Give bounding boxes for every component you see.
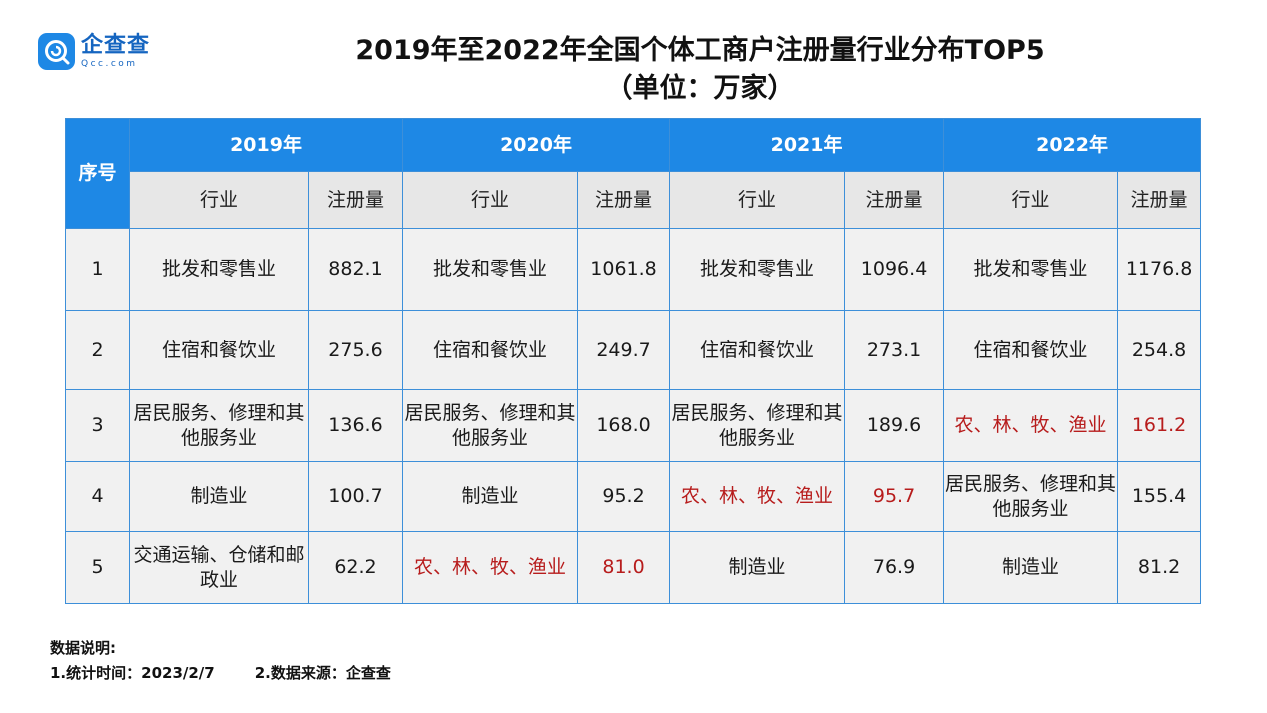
industry-column-header: 行业	[402, 171, 579, 229]
industry-cell: 批发和零售业	[943, 228, 1119, 311]
count-cell: 81.2	[1117, 531, 1202, 604]
year-header: 2022年	[943, 118, 1202, 172]
table-row: 4 制造业 100.7 制造业 95.2 农、林、牧、渔业 95.7 居民服务、修理和其他服务…	[65, 461, 1202, 532]
industry-cell: 居民服务、修理和其他服务业	[943, 461, 1119, 532]
industry-cell: 居民服务、修理和其他服务业	[402, 389, 579, 462]
industry-column-header: 行业	[943, 171, 1119, 229]
logo-name: 企查查	[81, 32, 151, 58]
industry-cell: 批发和零售业	[129, 228, 309, 311]
qcc-logo-icon	[38, 33, 75, 70]
industry-cell: 住宿和餐饮业	[402, 310, 579, 390]
industry-cell: 批发和零售业	[402, 228, 579, 311]
count-column-header: 注册量	[844, 171, 945, 229]
industry-cell: 农、林、牧、渔业	[402, 531, 579, 604]
count-cell: 1096.4	[844, 228, 945, 311]
industry-cell: 制造业	[402, 461, 579, 532]
industry-cell: 制造业	[669, 531, 846, 604]
notes-date: 1.统计时间：2023/2/7	[50, 664, 215, 682]
rank-cell: 5	[65, 531, 130, 604]
count-cell: 1176.8	[1117, 228, 1202, 311]
industry-cell: 住宿和餐饮业	[669, 310, 846, 390]
count-cell: 81.0	[577, 531, 671, 604]
industry-cell: 农、林、牧、渔业	[669, 461, 846, 532]
count-cell: 168.0	[577, 389, 671, 462]
count-column-header: 注册量	[1117, 171, 1202, 229]
count-cell: 273.1	[844, 310, 945, 390]
industry-cell: 居民服务、修理和其他服务业	[669, 389, 846, 462]
count-cell: 275.6	[307, 310, 404, 390]
industry-cell: 住宿和餐饮业	[943, 310, 1119, 390]
rank-cell: 3	[65, 389, 130, 462]
rank-header: 序号	[65, 118, 130, 229]
column-header-row: 行业 注册量 行业 注册量 行业 注册量 行业 注册量	[66, 171, 1202, 229]
industry-top5-table: 序号 2019年 2020年 2021年 2022年 行业 注册量 行业 注册量 行业 注册量行…	[65, 118, 1202, 604]
notes-source: 2.数据来源：企查查	[254, 664, 391, 682]
count-cell: 136.6	[307, 389, 404, 462]
industry-column-header: 行业	[129, 171, 309, 229]
count-cell: 882.1	[307, 228, 404, 311]
chart-unit-subtitle: （单位：万家）	[605, 73, 795, 104]
count-column-header: 注册量	[307, 171, 404, 229]
notes-heading: 数据说明:	[50, 639, 116, 657]
rank-cell: 4	[65, 461, 130, 532]
logo-domain: Qcc.com	[81, 58, 138, 69]
count-cell: 254.8	[1117, 310, 1202, 390]
chart-title: 2019年至2022年全国个体工商户注册量行业分布TOP5	[355, 35, 1045, 66]
table-row: 2 住宿和餐饮业 275.6 住宿和餐饮业 249.7 住宿和餐饮业 273.1 住宿和餐饮业…	[65, 310, 1202, 390]
count-cell: 1061.8	[577, 228, 671, 311]
year-header: 2019年	[128, 118, 404, 172]
count-cell: 249.7	[577, 310, 671, 390]
count-cell: 189.6	[844, 389, 945, 462]
rank-cell: 1	[65, 228, 130, 311]
year-header-row: 序号 2019年 2020年 2021年 2022年	[65, 118, 1202, 229]
industry-cell: 农、林、牧、渔业	[943, 389, 1119, 462]
table-row: 3 居民服务、修理和其他服务业 136.6 居民服务、修理和其他服务业 168.0 居民服…	[65, 389, 1202, 462]
count-cell: 100.7	[307, 461, 404, 532]
year-header: 2020年	[402, 118, 671, 172]
industry-cell: 交通运输、仓储和邮政业	[129, 531, 309, 604]
count-cell: 62.2	[307, 531, 404, 604]
qcc-logo: 企查查 Qcc.com	[38, 33, 150, 70]
count-cell: 76.9	[844, 531, 945, 604]
year-header: 2021年	[669, 118, 945, 172]
industry-cell: 住宿和餐饮业	[129, 310, 309, 390]
industry-cell: 居民服务、修理和其他服务业	[129, 389, 309, 462]
industry-cell: 批发和零售业	[669, 228, 846, 311]
table-row: 1 批发和零售业 882.1 批发和零售业 1061.8 批发和零售业 1096.4 批发和零…	[65, 228, 1202, 311]
table-row: 5 交通运输、仓储和邮政业 62.2 农、林、牧、渔业 81.0 制造业 76.9 制造业 81…	[65, 531, 1202, 604]
count-cell: 155.4	[1117, 461, 1202, 532]
rank-cell: 2	[65, 310, 130, 390]
count-cell: 95.2	[577, 461, 671, 532]
count-column-header: 注册量	[577, 171, 671, 229]
industry-column-header: 行业	[669, 171, 846, 229]
data-notes: 数据说明: 1.统计时间：2023/2/7 2.数据来源：企查查	[50, 636, 391, 686]
industry-cell: 制造业	[943, 531, 1119, 604]
industry-cell: 制造业	[129, 461, 309, 532]
count-cell: 161.2	[1117, 389, 1202, 462]
count-cell: 95.7	[844, 461, 945, 532]
